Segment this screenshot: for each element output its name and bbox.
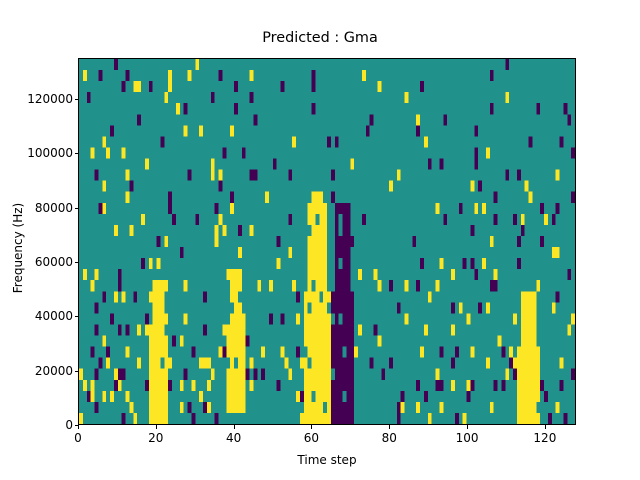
y-tick-mark <box>74 153 78 155</box>
x-tick-mark <box>467 425 469 429</box>
y-tick-label: 80000 <box>34 200 73 215</box>
y-tick-label: 40000 <box>34 309 73 324</box>
y-tick-mark <box>74 316 78 318</box>
chart-title: Predicted : Gma <box>262 30 378 46</box>
y-tick-label: 60000 <box>34 254 73 269</box>
y-tick-label: 100000 <box>27 146 73 161</box>
heatmap-plot-area <box>78 58 576 425</box>
x-tick-label: 100 <box>455 431 479 445</box>
y-tick-label: 20000 <box>34 363 73 378</box>
y-tick-mark <box>74 370 78 372</box>
x-tick-mark <box>78 425 79 429</box>
y-tick-mark <box>74 207 78 209</box>
y-tick-mark <box>74 425 78 426</box>
x-tick-mark <box>544 425 546 429</box>
heatmap-canvas <box>79 59 575 424</box>
x-tick-mark <box>233 425 235 429</box>
x-axis-label: Time step <box>297 453 357 467</box>
x-tick-label: 0 <box>74 431 82 445</box>
x-tick-label: 40 <box>225 431 242 445</box>
x-tick-label: 120 <box>533 431 557 445</box>
x-tick-mark <box>389 425 391 429</box>
y-tick-mark <box>74 261 78 263</box>
x-tick-label: 80 <box>381 431 397 445</box>
y-tick-label: 120000 <box>27 91 73 106</box>
x-tick-label: 20 <box>148 431 164 445</box>
y-axis-label: Frequency (Hz) <box>11 202 25 294</box>
y-tick-mark <box>74 98 78 100</box>
x-tick-label: 60 <box>303 431 320 445</box>
x-tick-mark <box>155 425 157 429</box>
x-tick-mark <box>311 425 313 429</box>
y-tick-label: 0 <box>65 418 73 432</box>
